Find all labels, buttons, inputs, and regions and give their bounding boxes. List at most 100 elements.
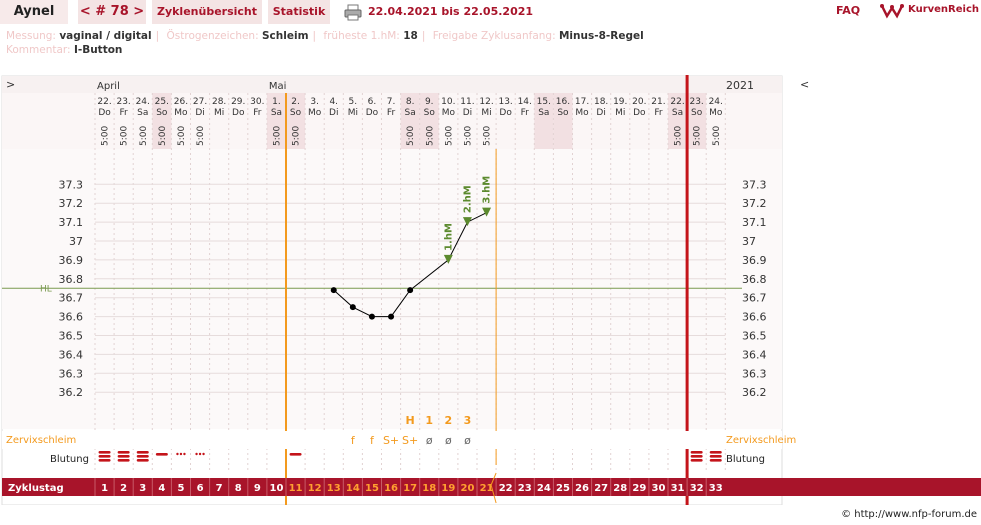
mucus-mark: ø (445, 434, 452, 447)
bleeding-strong (690, 459, 703, 462)
cycle-day-number: 31 (671, 483, 685, 494)
weekday-label: Mi (348, 108, 358, 118)
date-label: 1. (272, 97, 281, 107)
bleeding-strong (98, 459, 111, 462)
date-label: 22. (97, 97, 111, 107)
cycle-day-number: 24 (537, 483, 551, 494)
cycle-day-number: 6 (197, 483, 204, 494)
cycle-day-number: 28 (613, 483, 627, 494)
time-label: 5:00 (463, 126, 473, 146)
y-tick-label-right: 36.2 (742, 386, 767, 399)
cycle-day-number: 23 (518, 483, 532, 494)
statistics-button[interactable]: Statistik (268, 0, 330, 24)
evaluation-mark: H (406, 414, 415, 427)
date-label: 30. (250, 97, 264, 107)
weekday-label: Mi (481, 108, 491, 118)
weekday-label: Sa (271, 108, 282, 118)
weekend-shade (687, 93, 707, 149)
time-label: 5:00 (444, 126, 454, 146)
weekend-shade (534, 93, 554, 149)
time-label: 5:00 (406, 126, 416, 146)
time-label: 5:00 (693, 126, 703, 146)
brand-logo[interactable]: KurvenReich (880, 2, 981, 22)
evaluation-mark: 3 (464, 414, 472, 427)
faq-link[interactable]: FAQ (836, 4, 861, 17)
cycle-day-number: 33 (709, 483, 723, 494)
date-range: 22.04.2021 bis 22.05.2021 (368, 5, 534, 18)
cycle-day-number: 20 (460, 483, 474, 494)
user-name: Aynel (0, 0, 68, 24)
info-line-2: Kommentar: I-Button (6, 44, 122, 56)
weekday-label: Do (366, 108, 379, 118)
date-label: 25. (155, 97, 169, 107)
weekday-label: Do (499, 108, 512, 118)
time-label: 5:00 (483, 126, 493, 146)
bleeding-strong (709, 451, 722, 454)
kommentar-label: Kommentar: (6, 44, 71, 56)
weekday-label: Mo (308, 108, 322, 118)
date-label: 23. (689, 97, 703, 107)
y-tick-label-right: 36.3 (742, 367, 767, 380)
cycle-day-number: 29 (632, 483, 646, 494)
cycle-day-number: 18 (422, 483, 436, 494)
cycle-day-number: 32 (690, 483, 704, 494)
bleeding-spotting (198, 452, 202, 456)
month-label: Mai (269, 81, 287, 92)
y-tick-label-right: 36.5 (742, 330, 767, 343)
date-label: 7. (387, 97, 396, 107)
date-label: 18. (594, 97, 608, 107)
weekend-shade (553, 93, 573, 149)
hl-label: HL (40, 284, 52, 294)
cycle-day-number: 27 (594, 483, 608, 494)
weekday-label: Sa (538, 108, 549, 118)
oestro-value: Schleim (261, 30, 309, 42)
cycle-overview-button[interactable]: Zyklenübersicht (152, 0, 262, 24)
weekday-label: Fr (654, 108, 663, 118)
messung-label: Messung: (6, 30, 56, 42)
hm-label: 3.hM (482, 176, 493, 204)
time-label: 5:00 (425, 126, 435, 146)
y-tick-label-left: 36.8 (59, 273, 84, 286)
weekday-label: Do (98, 108, 111, 118)
cycle-day-number: 13 (327, 483, 341, 494)
scroll-right-arrow: < (800, 78, 809, 91)
kommentar-value: I-Button (73, 44, 123, 56)
bleeding-spotting (179, 452, 183, 456)
cycle-day-number: 12 (308, 483, 322, 494)
cycle-day-number: 3 (139, 483, 146, 494)
weekday-label: Fr (253, 108, 262, 118)
bleeding-strong (136, 455, 149, 458)
bleeding-label-right: Blutung (726, 454, 765, 465)
cycle-day-number: 4 (158, 483, 165, 494)
cycle-day-number: 22 (499, 483, 513, 494)
date-label: 27. (193, 97, 207, 107)
time-label: 5:00 (196, 126, 206, 146)
date-label: 3. (310, 97, 319, 107)
y-tick-label-left: 36.7 (59, 292, 84, 305)
scroll-left-arrow: > (6, 78, 15, 91)
year-label: 2021 (726, 79, 754, 92)
info-line-1: Messung: vaginal / digital | Östrogenzeic… (6, 30, 644, 42)
bleeding-strong (690, 455, 703, 458)
weekend-shade (668, 93, 688, 149)
y-tick-label-right: 37.3 (742, 178, 767, 191)
weekday-label: Sa (672, 108, 683, 118)
weekday-label: Mo (174, 108, 188, 118)
y-tick-label-right: 36.9 (742, 254, 767, 267)
date-label: 10. (441, 97, 455, 107)
printer-icon[interactable] (344, 4, 362, 21)
weekday-label: Mo (709, 108, 723, 118)
y-tick-label-right: 36.7 (742, 292, 767, 305)
mucus-mark: ø (426, 434, 433, 447)
temperature-point (368, 313, 375, 320)
mucus-label-right: Zervixschleim (726, 435, 796, 446)
temperature-line (333, 212, 487, 318)
weekday-label: Fr (120, 108, 129, 118)
bleeding-spotting (195, 452, 198, 456)
cycle-nav-button[interactable]: < # 78 > (78, 0, 146, 24)
date-label: 20. (632, 97, 646, 107)
date-band (2, 93, 782, 149)
weekend-shade (419, 93, 439, 149)
mucus-row (2, 431, 782, 449)
cycle-day-number: 14 (346, 483, 360, 494)
